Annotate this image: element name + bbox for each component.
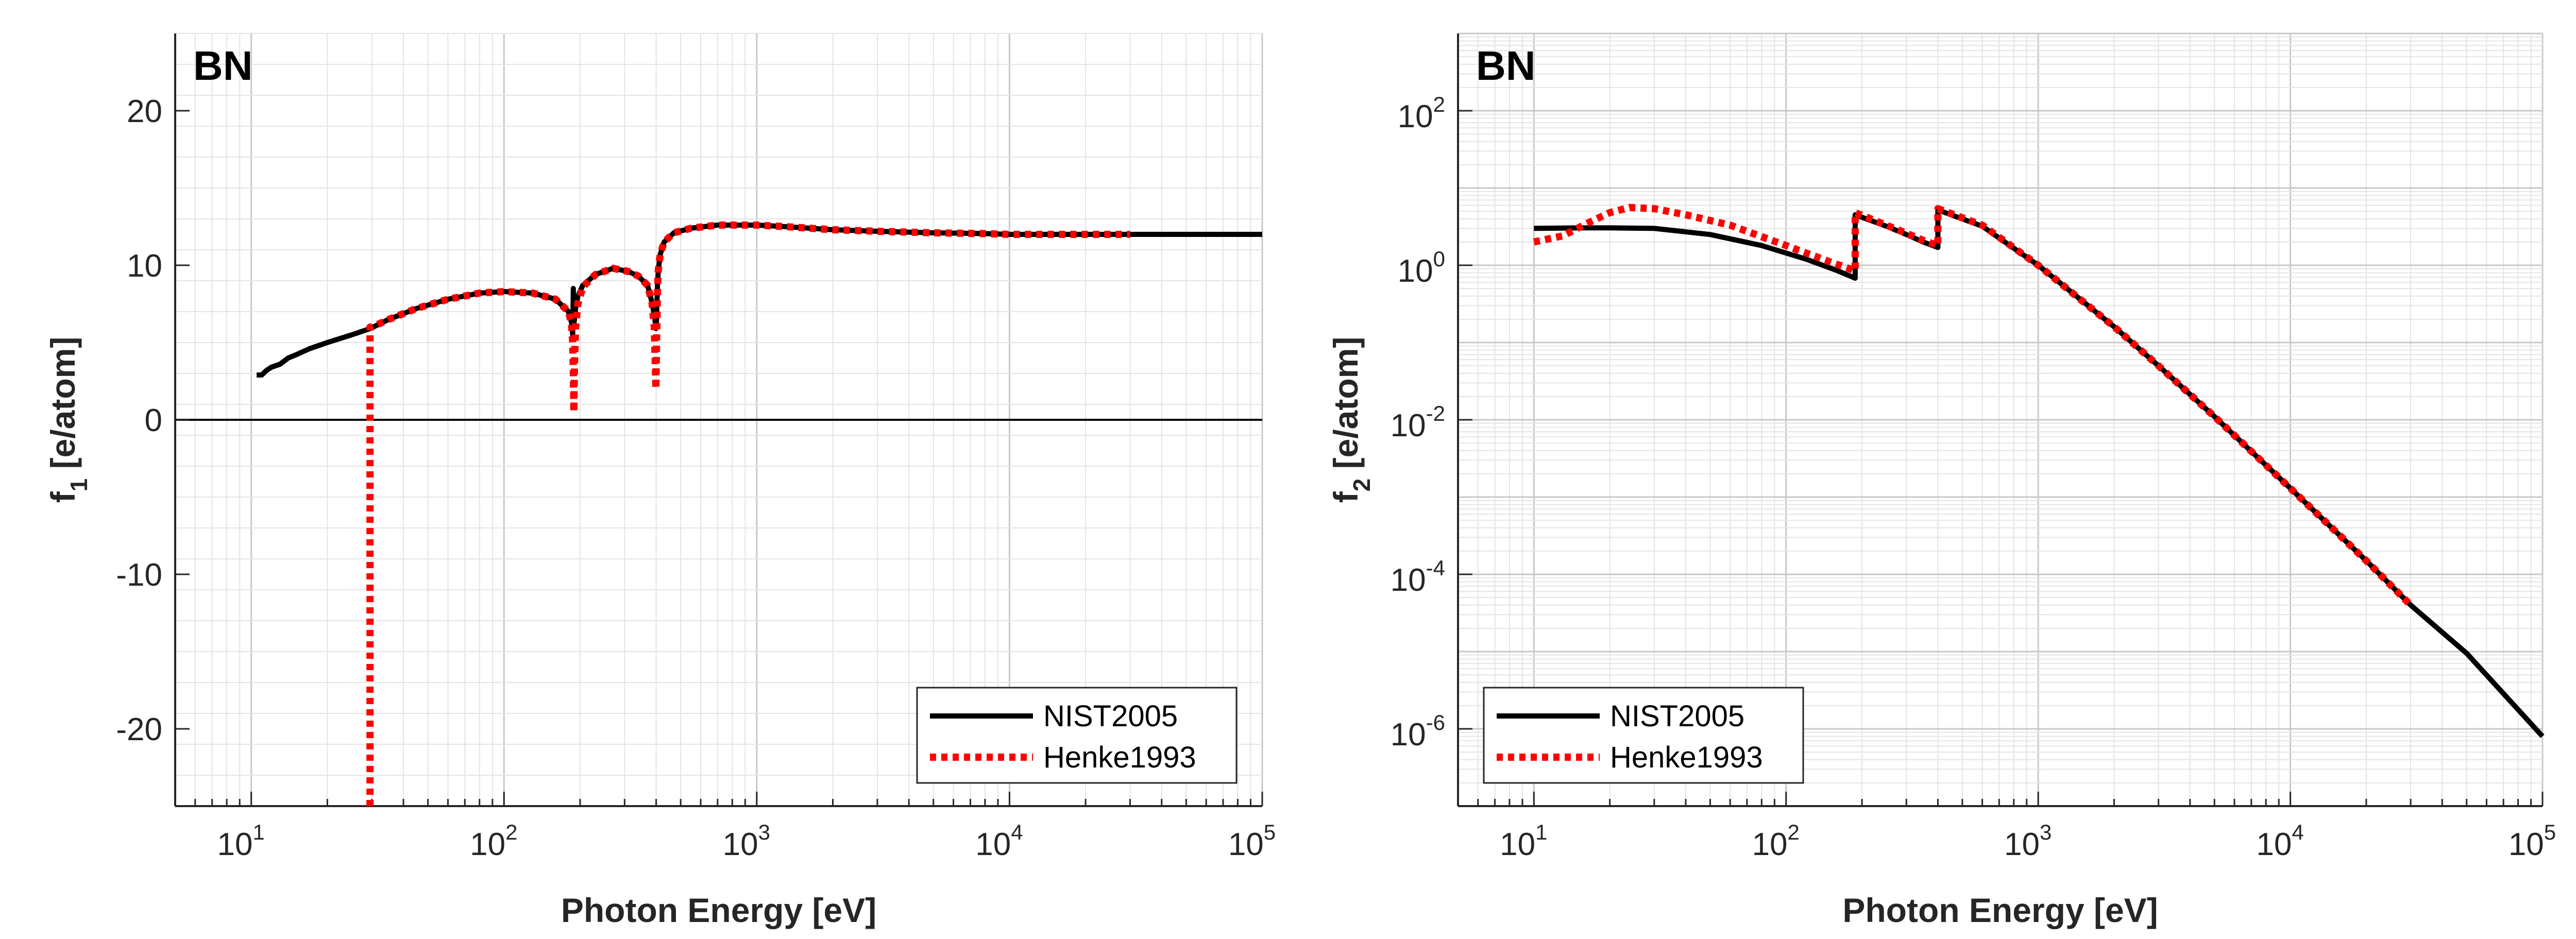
chart-panel-1: 101 102 103 104 105 -20 -10 0 10 20 BN Photon Energ… [44, 33, 1276, 929]
series-group [257, 221, 1262, 806]
y-tick-label: -20 [116, 712, 162, 747]
grid [1458, 32, 2544, 807]
y-tick-label: 20 [127, 94, 162, 129]
series-line-henke1993 [1533, 203, 2414, 608]
y-axis-label: f2 [e/atom] [1327, 337, 1375, 503]
legend-box [1483, 687, 1804, 784]
legend-label: Henke1993 [1043, 741, 1196, 774]
y-tick-label: 10 [127, 248, 162, 284]
legend: NIST2005 Henke1993 [1483, 687, 1804, 784]
y-tick-label: 102 [1398, 92, 1445, 134]
x-tick-label: 104 [975, 820, 1023, 862]
y-tick-label: -10 [116, 557, 162, 593]
x-tick-label: 103 [723, 820, 770, 862]
x-axis-label: Photon Energy [eV] [561, 891, 876, 929]
x-tick-label: 105 [2509, 820, 2556, 862]
series-group [1533, 203, 2545, 738]
legend-label: NIST2005 [1043, 699, 1178, 733]
legend-box [916, 687, 1238, 784]
y-tick-label: 0 [145, 403, 162, 438]
x-tick-label: 102 [470, 820, 517, 862]
legend-label: NIST2005 [1610, 699, 1744, 733]
y-tick-label: 10-2 [1391, 401, 1445, 443]
y-tick-label: 100 [1398, 247, 1445, 289]
x-tick-label: 101 [217, 820, 265, 862]
x-tick-label: 104 [2256, 820, 2303, 862]
x-tick-label: 103 [2004, 820, 2052, 862]
x-axis-label: Photon Energy [eV] [1842, 891, 2158, 929]
x-tick-label: 101 [1500, 820, 1547, 862]
legend: NIST2005 Henke1993 [916, 687, 1238, 784]
y-tick-label: 10-4 [1391, 556, 1445, 598]
chart-panel-2: 101 102 103 104 105 10-6 10-4 10-2 100 102 BN Photo… [1327, 32, 2556, 929]
x-tick-label: 105 [1228, 820, 1276, 862]
panel-title: BN [1476, 43, 1536, 89]
panel-title: BN [193, 43, 253, 89]
legend-label: Henke1993 [1610, 741, 1763, 774]
y-tick-label: 10-6 [1391, 710, 1445, 753]
y-axis-label: f1 [e/atom] [44, 337, 92, 503]
x-tick-label: 102 [1752, 820, 1800, 862]
